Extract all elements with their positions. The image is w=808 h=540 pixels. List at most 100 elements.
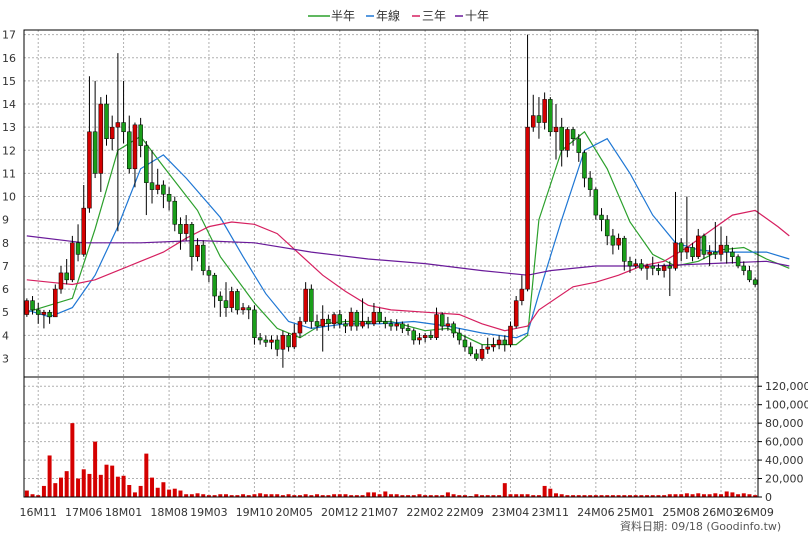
candle-body-down	[690, 247, 695, 257]
time-tick-label: 18M01	[105, 506, 143, 519]
volume-bar	[525, 494, 530, 497]
volume-bar	[189, 494, 194, 497]
volume-bar	[701, 494, 706, 497]
volume-bar	[383, 491, 388, 497]
candle-body-up	[434, 314, 439, 338]
candle-body-up	[155, 184, 160, 190]
candle-body-down	[599, 214, 604, 220]
candle-body-up	[394, 323, 399, 327]
volume-bar	[280, 495, 285, 497]
volume-bar	[434, 495, 439, 497]
volume-bar	[440, 495, 445, 497]
candle-body-up	[531, 115, 536, 128]
candle-body-up	[240, 307, 246, 311]
volume-bar	[286, 494, 291, 497]
candle-body-up	[673, 242, 678, 269]
volume-bar	[536, 495, 541, 497]
volume-bar	[41, 485, 46, 497]
volume-bar	[451, 494, 456, 497]
candle-body-down	[172, 200, 178, 225]
volume-bar	[377, 494, 382, 497]
candle-body-up	[491, 344, 496, 348]
candle-body-down	[604, 219, 610, 237]
time-tick-label: 19M10	[236, 506, 274, 519]
volume-bar	[571, 495, 576, 497]
volume-bar	[519, 494, 524, 497]
volume-bar	[195, 493, 200, 497]
volume-tick-label: 0	[765, 491, 772, 504]
volume-bar	[662, 495, 667, 497]
candle-body-down	[576, 138, 582, 153]
volume-bar	[406, 495, 411, 497]
candle-body-up	[422, 335, 428, 338]
candle-body-up	[132, 124, 138, 170]
price-tick-label: 17	[2, 29, 16, 42]
candle-body-down	[570, 129, 576, 139]
price-tick-label: 14	[2, 98, 16, 111]
time-tick-label: 21M07	[361, 506, 399, 519]
price-tick-label: 4	[2, 329, 9, 342]
candle-body-down	[536, 115, 542, 123]
candle-body-up	[553, 126, 559, 133]
volume-bar	[588, 495, 593, 497]
candle-body-down	[451, 323, 456, 334]
candle-body-up	[718, 244, 724, 255]
time-tick-label: 23M04	[492, 506, 530, 519]
candle-body-up	[519, 288, 525, 301]
volume-bar	[309, 495, 314, 497]
candle-body-down	[309, 288, 314, 322]
candle-body-down	[741, 265, 747, 271]
volume-bar	[417, 494, 422, 497]
volume-bar	[252, 494, 257, 497]
volume-bar	[411, 495, 416, 497]
legend-label-ten-year: 十年	[465, 9, 489, 23]
volume-bar	[690, 494, 695, 497]
legend-label-one-year: 年線	[376, 8, 400, 23]
volume-bar	[206, 495, 211, 497]
candle-body-down	[622, 237, 627, 262]
candle-body-up	[513, 300, 519, 327]
volume-bar	[474, 494, 479, 497]
volume-bar	[736, 494, 741, 497]
candle-body-up	[24, 300, 30, 315]
legend: 半年 年線 三年 十年	[308, 8, 489, 23]
volume-bar	[30, 494, 35, 497]
candle-body-up	[644, 265, 650, 269]
candle-body-up	[297, 321, 303, 334]
candle-body-up	[70, 242, 75, 281]
volume-bar	[559, 494, 564, 497]
volume-bar	[161, 482, 166, 497]
volume-bar	[713, 493, 718, 497]
candle-body-down	[343, 323, 348, 327]
volume-bar	[497, 495, 502, 497]
volume-bar	[36, 495, 41, 497]
candle-body-down	[411, 330, 417, 341]
candle-body-down	[235, 291, 240, 311]
price-tick-label: 9	[2, 214, 9, 227]
candle-body-up	[616, 237, 621, 246]
candles	[24, 34, 758, 368]
volume-bar	[366, 492, 371, 497]
candle-body-down	[468, 346, 473, 355]
volume-bar	[627, 495, 632, 497]
candle-body-down	[747, 270, 752, 281]
candle-body-down	[639, 263, 644, 269]
price-tick-label: 12	[2, 144, 16, 157]
time-tick-label: 23M11	[532, 506, 570, 519]
volume-bar	[400, 495, 405, 497]
volume-bar	[565, 495, 570, 497]
volume-bar	[445, 492, 450, 497]
candle-body-up	[292, 332, 297, 348]
volume-bar	[485, 495, 490, 497]
volume-bar	[610, 495, 615, 497]
candle-body-down	[593, 189, 599, 216]
time-tick-label: 26M03	[702, 506, 740, 519]
volume-bar	[292, 495, 297, 497]
candle-body-up	[183, 224, 189, 234]
time-axis: 16M11 17M06 18M01 18M08 19M03 19M10 20M05 20M12…	[19, 506, 773, 519]
volume-bar	[616, 495, 621, 497]
candle-body-down	[263, 339, 269, 343]
volume-bar	[70, 423, 75, 497]
volume-bar	[53, 483, 58, 497]
volume-bar	[297, 495, 302, 497]
